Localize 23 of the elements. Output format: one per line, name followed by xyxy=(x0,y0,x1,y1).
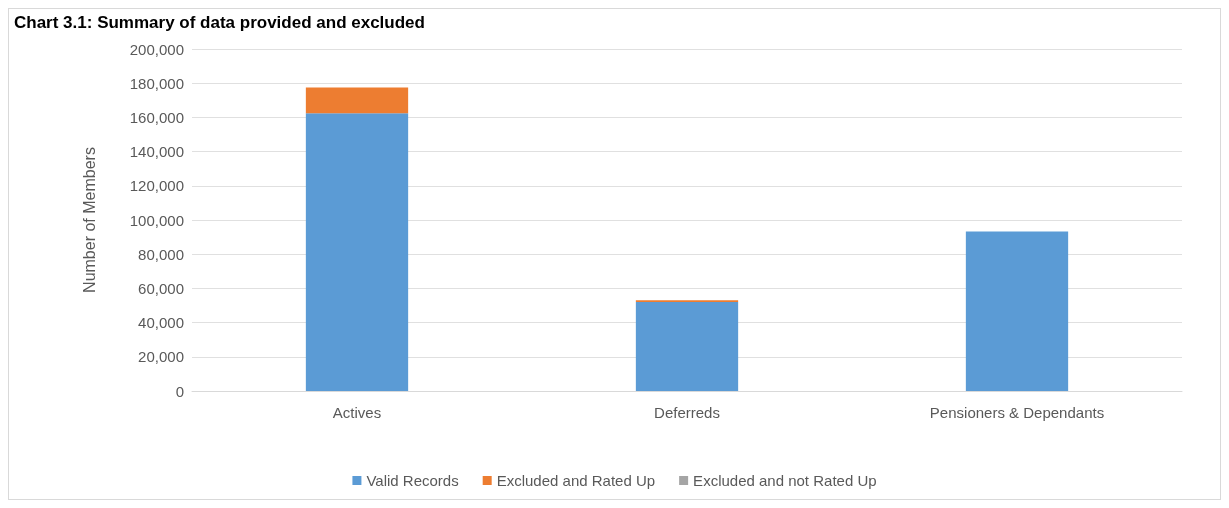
y-tick-label: 40,000 xyxy=(138,314,184,332)
x-tick-label: Pensioners & Dependants xyxy=(929,404,1105,421)
legend-label: Excluded and not Rated Up xyxy=(693,472,877,489)
legend-label: Excluded and Rated Up xyxy=(496,472,656,489)
y-tick-label: 140,000 xyxy=(129,143,184,161)
bar xyxy=(305,87,409,114)
bar xyxy=(635,302,739,391)
chart-title: Chart 3.1: Summary of data provided and excluded xyxy=(14,13,425,32)
y-tick-label: 160,000 xyxy=(129,108,184,126)
y-tick-label: 120,000 xyxy=(129,177,184,195)
bar xyxy=(305,113,409,391)
y-tick-label: 200,000 xyxy=(129,40,184,58)
y-tick-label: 80,000 xyxy=(138,245,184,263)
y-tick-label: 100,000 xyxy=(129,211,184,229)
bar xyxy=(965,231,1069,391)
y-tick-label: 60,000 xyxy=(138,279,184,297)
x-tick-label: Deferreds xyxy=(654,404,720,421)
y-axis-title: Number of Members xyxy=(80,147,98,293)
y-tick-label: 0 xyxy=(175,382,184,400)
y-tick-label: 20,000 xyxy=(138,348,184,366)
x-tick-label: Actives xyxy=(332,404,382,421)
y-tick-label: 180,000 xyxy=(129,74,184,92)
legend-label: Valid Records xyxy=(366,472,459,489)
